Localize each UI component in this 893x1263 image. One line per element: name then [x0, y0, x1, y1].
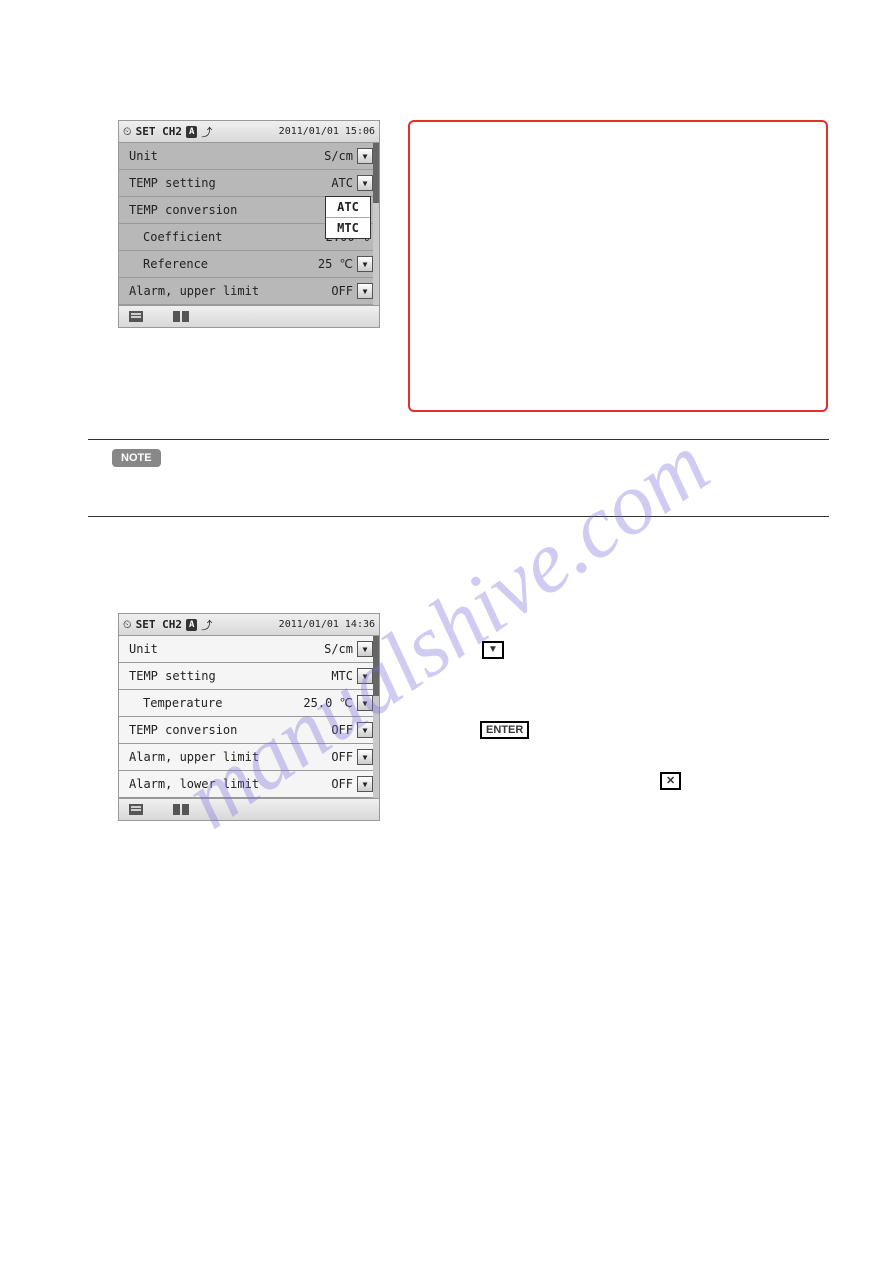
share-icon: ⤴: [201, 617, 212, 633]
enter-key-icon: ENTER: [480, 721, 529, 739]
timestamp: 2011/01/01 15:06: [279, 126, 375, 137]
book-icon[interactable]: [173, 804, 189, 815]
chevron-down-icon[interactable]: ▼: [357, 749, 373, 765]
chevron-down-icon[interactable]: ▼: [357, 668, 373, 684]
timestamp: 2011/01/01 14:36: [279, 619, 375, 630]
row-value: S/cm: [324, 642, 353, 656]
chevron-down-icon[interactable]: ▼: [357, 256, 373, 272]
row-value: OFF: [331, 284, 353, 298]
chevron-down-icon[interactable]: ▼: [357, 148, 373, 164]
popup-option-atc[interactable]: ATC: [326, 197, 370, 217]
row-value: ATC: [331, 176, 353, 190]
popup-option-mtc[interactable]: MTC: [326, 217, 370, 238]
chevron-down-icon[interactable]: ▼: [357, 283, 373, 299]
scrollbar-thumb[interactable]: [373, 636, 379, 696]
list-icon[interactable]: [129, 804, 143, 815]
row-temp-setting[interactable]: TEMP setting ATC ▼: [119, 170, 379, 197]
scrollbar-track[interactable]: [373, 143, 379, 305]
row-value: MTC: [331, 669, 353, 683]
row-label: TEMP setting: [129, 669, 331, 683]
book-icon[interactable]: [173, 311, 189, 322]
row-label: Unit: [129, 642, 324, 656]
row-label: Alarm, upper limit: [129, 750, 331, 764]
share-icon: ⤴: [201, 124, 212, 140]
chevron-down-icon[interactable]: ▼: [357, 641, 373, 657]
row-reference[interactable]: Reference 25 ℃ ▼: [119, 251, 379, 278]
row-label: Unit: [129, 149, 324, 163]
device2-footer: [119, 798, 379, 820]
row-value: OFF: [331, 750, 353, 764]
row-value: 25.0 ℃: [303, 696, 353, 710]
chevron-down-icon[interactable]: ▼: [357, 776, 373, 792]
row-temp-setting[interactable]: TEMP setting MTC ▼: [119, 663, 379, 690]
row-value: 25 ℃: [318, 257, 353, 271]
scrollbar-thumb[interactable]: [373, 143, 379, 203]
mode-chip: A: [186, 126, 197, 138]
rule-bottom: [88, 516, 829, 517]
callout-box: [408, 120, 828, 412]
close-key-icon: ✕: [660, 772, 681, 790]
down-key-icon: ▼: [482, 641, 504, 659]
gauge-icon: ⏲: [123, 125, 132, 139]
row-label: Alarm, upper limit: [129, 284, 331, 298]
device1-title: SET CH2: [136, 125, 182, 138]
device-screenshot-2: ⏲ SET CH2 A ⤴ 2011/01/01 14:36 Unit S/cm…: [118, 613, 380, 821]
row-value: S/cm: [324, 149, 353, 163]
row-label: TEMP conversion: [129, 723, 331, 737]
row-label: Reference: [143, 257, 318, 271]
note-badge: NOTE: [112, 449, 161, 467]
gauge-icon: ⏲: [123, 618, 132, 632]
scrollbar-track[interactable]: [373, 636, 379, 798]
row-label: TEMP setting: [129, 176, 331, 190]
rule-top: [88, 439, 829, 440]
row-value: OFF: [331, 723, 353, 737]
row-alarm-lower[interactable]: Alarm, lower limit OFF ▼: [119, 771, 379, 798]
row-label: Alarm, lower limit: [129, 777, 331, 791]
list-icon[interactable]: [129, 311, 143, 322]
device1-header: ⏲ SET CH2 A ⤴ 2011/01/01 15:06: [119, 121, 379, 143]
chevron-down-icon[interactable]: ▼: [357, 722, 373, 738]
row-alarm-upper[interactable]: Alarm, upper limit OFF ▼: [119, 744, 379, 771]
mode-chip: A: [186, 619, 197, 631]
row-label: Coefficient: [143, 230, 326, 244]
row-temp-conversion[interactable]: TEMP conversion OFF ▼: [119, 717, 379, 744]
row-value: OFF: [331, 777, 353, 791]
temp-setting-popup[interactable]: ATC MTC: [325, 196, 371, 239]
row-unit[interactable]: Unit S/cm ▼: [119, 636, 379, 663]
row-label: Temperature: [143, 696, 303, 710]
device2-header: ⏲ SET CH2 A ⤴ 2011/01/01 14:36: [119, 614, 379, 636]
chevron-down-icon[interactable]: ▼: [357, 695, 373, 711]
device2-title: SET CH2: [136, 618, 182, 631]
note-section: NOTE: [88, 439, 829, 459]
chevron-down-icon[interactable]: ▼: [357, 175, 373, 191]
row-label: TEMP conversion: [129, 203, 347, 217]
row-unit[interactable]: Unit S/cm ▼: [119, 143, 379, 170]
device1-footer: [119, 305, 379, 327]
row-alarm-upper[interactable]: Alarm, upper limit OFF ▼: [119, 278, 379, 305]
device-screenshot-1: ⏲ SET CH2 A ⤴ 2011/01/01 15:06 Unit S/cm…: [118, 120, 380, 328]
row-temperature[interactable]: Temperature 25.0 ℃ ▼: [119, 690, 379, 717]
